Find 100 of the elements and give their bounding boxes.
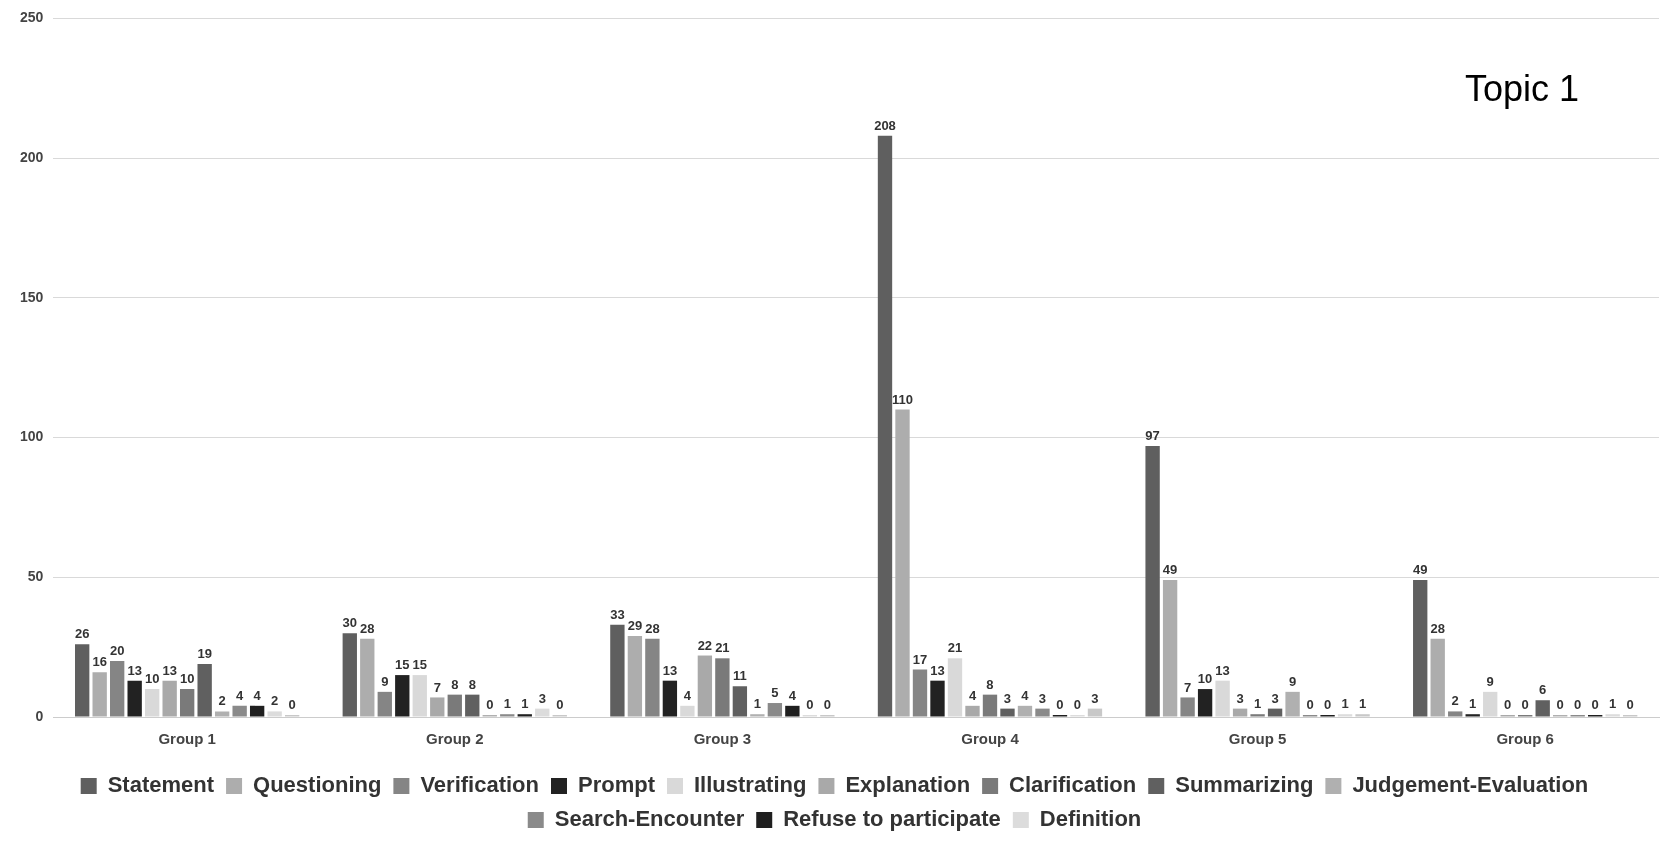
bar bbox=[1605, 714, 1620, 717]
bar bbox=[360, 638, 375, 717]
data-label: 8 bbox=[451, 676, 459, 692]
data-label: 0 bbox=[486, 697, 494, 713]
data-label: 0 bbox=[1574, 697, 1582, 713]
y-tick-label: 150 bbox=[20, 288, 44, 305]
bar bbox=[1448, 711, 1463, 717]
data-label: 13 bbox=[162, 662, 177, 678]
data-label: 7 bbox=[433, 679, 441, 695]
x-tick-label: Group 5 bbox=[1228, 730, 1287, 748]
data-label: 110 bbox=[892, 391, 913, 407]
data-label: 11 bbox=[733, 668, 747, 684]
bar bbox=[680, 705, 695, 717]
data-label: 21 bbox=[947, 640, 963, 656]
legend-label: Explanation bbox=[845, 772, 971, 798]
data-label: 3 bbox=[538, 690, 546, 706]
bar bbox=[1180, 697, 1195, 717]
bar bbox=[249, 705, 265, 717]
data-label: 5 bbox=[771, 685, 779, 701]
bar bbox=[162, 680, 177, 717]
bar bbox=[465, 694, 480, 717]
data-label: 1 bbox=[521, 696, 529, 712]
data-label: 26 bbox=[74, 626, 90, 642]
legend-label: Refuse to participate bbox=[783, 806, 1001, 832]
bar bbox=[1337, 714, 1353, 717]
data-label: 0 bbox=[556, 697, 564, 713]
data-label: 15 bbox=[395, 657, 410, 673]
data-label: 13 bbox=[1215, 662, 1230, 678]
x-tick-label: Group 3 bbox=[693, 730, 752, 748]
data-label: 0 bbox=[806, 697, 814, 713]
bar bbox=[1017, 705, 1033, 717]
bar bbox=[377, 691, 392, 717]
bar bbox=[912, 669, 928, 717]
bar bbox=[1250, 714, 1265, 717]
data-label: 1 bbox=[503, 696, 511, 712]
data-label: 21 bbox=[715, 640, 730, 656]
bar bbox=[342, 633, 357, 717]
text: Topic 1 bbox=[1464, 68, 1579, 110]
data-label: 0 bbox=[288, 697, 296, 713]
bar bbox=[1430, 638, 1445, 717]
data-label: 0 bbox=[1073, 697, 1082, 713]
data-label: 97 bbox=[1145, 428, 1160, 444]
legend-label: Summarizing bbox=[1175, 772, 1314, 798]
data-label: 1 bbox=[753, 696, 761, 712]
data-label: 1 bbox=[1358, 696, 1367, 712]
data-label: 1 bbox=[1341, 696, 1349, 712]
data-label: 22 bbox=[697, 637, 713, 653]
data-label: 1 bbox=[1609, 696, 1617, 712]
data-label: 2 bbox=[1451, 693, 1459, 709]
data-label: 29 bbox=[627, 618, 643, 634]
data-label: 0 bbox=[1056, 697, 1064, 713]
bar bbox=[1197, 689, 1213, 717]
data-label: 10 bbox=[179, 671, 195, 687]
data-label: 8 bbox=[468, 676, 476, 692]
data-label: 19 bbox=[197, 645, 212, 661]
legend-label: Definition bbox=[1039, 806, 1142, 832]
data-label: 0 bbox=[1521, 697, 1529, 713]
data-label: 3 bbox=[1236, 690, 1244, 706]
data-label: 3 bbox=[1003, 690, 1012, 706]
legend-label: Search-Encounter bbox=[554, 806, 745, 832]
data-label: 8 bbox=[986, 676, 994, 692]
data-label: 28 bbox=[645, 620, 660, 636]
bar bbox=[395, 675, 410, 717]
bar bbox=[1232, 708, 1248, 717]
data-label: 3 bbox=[1091, 690, 1099, 706]
data-label: 0 bbox=[1504, 697, 1512, 713]
data-label: 4 bbox=[968, 687, 977, 703]
data-label: 1 bbox=[1253, 696, 1262, 712]
x-tick-label: Group 2 bbox=[426, 730, 484, 748]
bar bbox=[930, 680, 945, 717]
data-label: 4 bbox=[788, 687, 797, 703]
data-label: 0 bbox=[823, 697, 831, 713]
bar bbox=[144, 689, 160, 717]
bar bbox=[412, 675, 427, 717]
data-label: 10 bbox=[144, 671, 160, 687]
bar bbox=[1162, 580, 1178, 717]
bar bbox=[179, 689, 195, 717]
bar bbox=[662, 680, 678, 717]
data-label: 0 bbox=[1556, 697, 1564, 713]
x-tick-label: Group 4 bbox=[961, 730, 1020, 748]
data-label: 49 bbox=[1412, 562, 1428, 578]
bar bbox=[627, 635, 643, 717]
legend-label: Prompt bbox=[577, 772, 656, 798]
data-label: 20 bbox=[109, 643, 125, 659]
data-label: 13 bbox=[930, 662, 945, 678]
data-label: 9 bbox=[1288, 673, 1297, 689]
bar bbox=[1535, 700, 1550, 717]
data-label: 4 bbox=[236, 687, 245, 703]
legend-label: Statement bbox=[107, 772, 215, 798]
bar bbox=[1215, 680, 1230, 717]
bar bbox=[895, 409, 910, 717]
bar bbox=[715, 658, 730, 717]
legend-label: Clarification bbox=[1009, 772, 1137, 798]
bar bbox=[610, 624, 625, 717]
data-label: 15 bbox=[412, 657, 428, 673]
y-tick-label: 200 bbox=[20, 148, 44, 165]
bar bbox=[75, 644, 90, 717]
bar bbox=[732, 686, 748, 717]
data-label: 1 bbox=[1469, 696, 1477, 712]
bar bbox=[1465, 714, 1480, 717]
